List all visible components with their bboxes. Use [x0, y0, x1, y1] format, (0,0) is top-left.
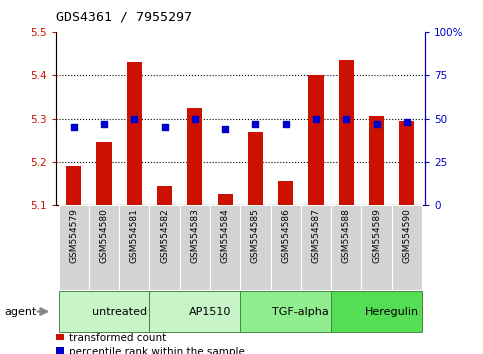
- Bar: [210, 205, 241, 290]
- Bar: [56, 334, 64, 340]
- Text: Heregulin: Heregulin: [365, 307, 419, 316]
- Bar: [369, 116, 384, 205]
- Bar: [58, 205, 89, 290]
- Text: GSM554585: GSM554585: [251, 208, 260, 263]
- Text: GSM554581: GSM554581: [130, 208, 139, 263]
- Text: GDS4361 / 7955297: GDS4361 / 7955297: [56, 11, 192, 24]
- Point: [70, 124, 78, 130]
- Point: [282, 121, 290, 127]
- Point: [252, 121, 259, 127]
- Bar: [149, 205, 180, 290]
- Bar: [331, 205, 361, 290]
- Text: GSM554587: GSM554587: [312, 208, 321, 263]
- Point: [191, 116, 199, 121]
- Text: GSM554583: GSM554583: [190, 208, 199, 263]
- Bar: [180, 205, 210, 290]
- Bar: [241, 291, 331, 332]
- Text: transformed count: transformed count: [69, 333, 166, 343]
- Bar: [399, 121, 414, 205]
- Bar: [361, 205, 392, 290]
- Bar: [127, 62, 142, 205]
- Bar: [270, 205, 301, 290]
- Text: percentile rank within the sample: percentile rank within the sample: [69, 347, 245, 354]
- Bar: [119, 205, 149, 290]
- Point: [312, 116, 320, 121]
- Text: GSM554582: GSM554582: [160, 208, 169, 263]
- Bar: [309, 75, 324, 205]
- Text: GSM554580: GSM554580: [99, 208, 109, 263]
- Text: GSM554589: GSM554589: [372, 208, 381, 263]
- Point: [161, 124, 169, 130]
- Text: GSM554586: GSM554586: [281, 208, 290, 263]
- Bar: [241, 205, 270, 290]
- Bar: [187, 108, 202, 205]
- Point: [221, 126, 229, 132]
- Text: untreated: untreated: [92, 307, 147, 316]
- Bar: [392, 205, 422, 290]
- Bar: [248, 132, 263, 205]
- Text: agent: agent: [5, 307, 37, 316]
- Bar: [278, 182, 293, 205]
- Bar: [58, 291, 149, 332]
- Point: [100, 121, 108, 127]
- Bar: [157, 186, 172, 205]
- Bar: [339, 60, 354, 205]
- Text: GSM554590: GSM554590: [402, 208, 412, 263]
- Text: GSM554588: GSM554588: [342, 208, 351, 263]
- Bar: [66, 166, 81, 205]
- Bar: [56, 347, 64, 354]
- Text: AP1510: AP1510: [189, 307, 231, 316]
- Point: [342, 116, 350, 121]
- Bar: [331, 291, 422, 332]
- Text: GSM554584: GSM554584: [221, 208, 229, 263]
- Point: [403, 119, 411, 125]
- Bar: [97, 142, 112, 205]
- Text: TGF-alpha: TGF-alpha: [272, 307, 329, 316]
- Point: [130, 116, 138, 121]
- Bar: [149, 291, 241, 332]
- Text: GSM554579: GSM554579: [69, 208, 78, 263]
- Bar: [301, 205, 331, 290]
- Bar: [89, 205, 119, 290]
- Bar: [217, 194, 233, 205]
- Point: [373, 121, 381, 127]
